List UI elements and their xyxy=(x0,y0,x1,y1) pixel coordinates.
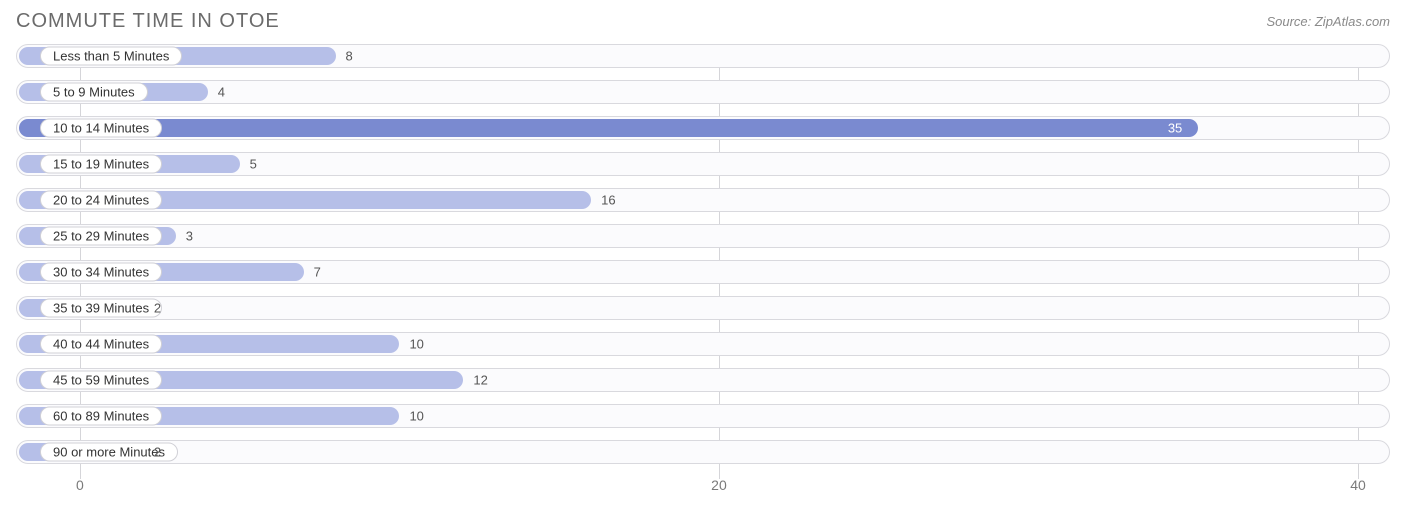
category-label: 5 to 9 Minutes xyxy=(40,83,148,102)
category-label: 10 to 14 Minutes xyxy=(40,119,162,138)
bar-row: 40 to 44 Minutes 10 xyxy=(16,329,1390,359)
value-label: 16 xyxy=(601,193,615,208)
chart-area: Less than 5 Minutes 8 5 to 9 Minutes 4 10 to… xyxy=(0,41,1406,467)
value-label: 8 xyxy=(346,49,353,64)
bar-row: 60 to 89 Minutes 10 xyxy=(16,401,1390,431)
category-label: 25 to 29 Minutes xyxy=(40,227,162,246)
category-label: 40 to 44 Minutes xyxy=(40,335,162,354)
category-label: 60 to 89 Minutes xyxy=(40,407,162,426)
bar-row: 5 to 9 Minutes 4 xyxy=(16,77,1390,107)
value-label: 3 xyxy=(186,229,193,244)
bar-row: 45 to 59 Minutes 12 xyxy=(16,365,1390,395)
bar-track xyxy=(16,440,1390,464)
bar-row: Less than 5 Minutes 8 xyxy=(16,41,1390,71)
value-label: 2 xyxy=(154,301,161,316)
category-label: 20 to 24 Minutes xyxy=(40,191,162,210)
source-label: Source: ZipAtlas.com xyxy=(1266,10,1390,29)
value-label: 2 xyxy=(154,445,161,460)
value-label: 35 xyxy=(1168,121,1182,136)
bar-fill xyxy=(19,119,1198,137)
value-label: 5 xyxy=(250,157,257,172)
bar-track xyxy=(16,296,1390,320)
value-label: 12 xyxy=(473,373,487,388)
category-label: 30 to 34 Minutes xyxy=(40,263,162,282)
chart-title: COMMUTE TIME IN OTOE xyxy=(16,10,280,33)
axis-tick: 40 xyxy=(1350,477,1366,493)
bar-row: 30 to 34 Minutes 7 xyxy=(16,257,1390,287)
bar-track xyxy=(16,224,1390,248)
bar-row: 25 to 29 Minutes 3 xyxy=(16,221,1390,251)
value-label: 7 xyxy=(314,265,321,280)
category-label: Less than 5 Minutes xyxy=(40,47,182,66)
bar-row: 10 to 14 Minutes 35 xyxy=(16,113,1390,143)
bar-row: 35 to 39 Minutes2 xyxy=(16,293,1390,323)
bar-row: 90 or more Minutes2 xyxy=(16,437,1390,467)
category-label: 35 to 39 Minutes xyxy=(40,299,162,318)
value-label: 10 xyxy=(409,409,423,424)
value-label: 10 xyxy=(409,337,423,352)
bar-row: 20 to 24 Minutes 16 xyxy=(16,185,1390,215)
x-axis: 0 20 40 xyxy=(16,473,1390,503)
category-label: 45 to 59 Minutes xyxy=(40,371,162,390)
bar-row: 15 to 19 Minutes 5 xyxy=(16,149,1390,179)
axis-tick: 20 xyxy=(711,477,727,493)
value-label: 4 xyxy=(218,85,225,100)
axis-tick: 0 xyxy=(76,477,84,493)
category-label: 15 to 19 Minutes xyxy=(40,155,162,174)
